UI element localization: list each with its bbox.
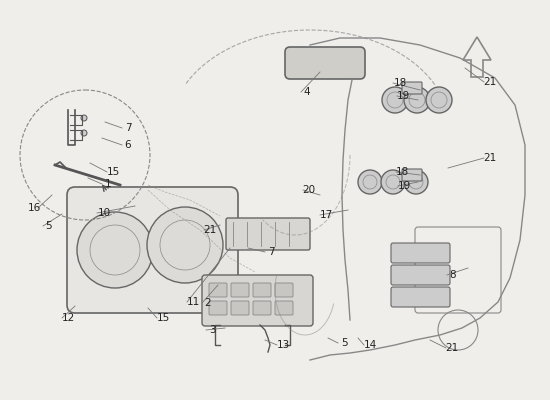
- Text: 18: 18: [395, 167, 409, 177]
- FancyBboxPatch shape: [391, 287, 450, 307]
- FancyBboxPatch shape: [231, 283, 249, 297]
- FancyBboxPatch shape: [391, 243, 450, 263]
- Text: 6: 6: [125, 140, 131, 150]
- Text: 15: 15: [156, 313, 169, 323]
- FancyBboxPatch shape: [402, 169, 422, 181]
- Text: 10: 10: [97, 208, 111, 218]
- Text: 21: 21: [483, 77, 497, 87]
- Text: 21: 21: [204, 225, 217, 235]
- FancyBboxPatch shape: [253, 283, 271, 297]
- FancyBboxPatch shape: [253, 301, 271, 315]
- Text: 17: 17: [320, 210, 333, 220]
- Text: 18: 18: [393, 78, 406, 88]
- Text: 3: 3: [208, 325, 215, 335]
- Text: 21: 21: [446, 343, 459, 353]
- FancyBboxPatch shape: [202, 275, 313, 326]
- Text: 20: 20: [302, 185, 316, 195]
- Text: 12: 12: [62, 313, 75, 323]
- Text: 8: 8: [450, 270, 456, 280]
- FancyBboxPatch shape: [231, 301, 249, 315]
- Text: 7: 7: [125, 123, 131, 133]
- FancyBboxPatch shape: [209, 301, 227, 315]
- Circle shape: [381, 170, 405, 194]
- Text: 5: 5: [340, 338, 347, 348]
- Circle shape: [358, 170, 382, 194]
- Text: 15: 15: [106, 167, 120, 177]
- Text: 2: 2: [205, 298, 211, 308]
- Circle shape: [77, 212, 153, 288]
- Text: 16: 16: [28, 203, 41, 213]
- Circle shape: [147, 207, 223, 283]
- FancyBboxPatch shape: [226, 218, 310, 250]
- Circle shape: [81, 115, 87, 121]
- Circle shape: [404, 170, 428, 194]
- Text: 13: 13: [276, 340, 290, 350]
- Text: 5: 5: [46, 221, 52, 231]
- FancyBboxPatch shape: [285, 47, 365, 79]
- FancyBboxPatch shape: [275, 301, 293, 315]
- Text: 19: 19: [397, 181, 411, 191]
- Text: 7: 7: [268, 247, 274, 257]
- Circle shape: [426, 87, 452, 113]
- FancyBboxPatch shape: [402, 82, 422, 94]
- Text: 1: 1: [104, 179, 111, 189]
- Text: 4: 4: [304, 87, 310, 97]
- Text: 21: 21: [483, 153, 497, 163]
- FancyBboxPatch shape: [275, 283, 293, 297]
- FancyBboxPatch shape: [67, 187, 238, 313]
- Circle shape: [382, 87, 408, 113]
- FancyBboxPatch shape: [391, 265, 450, 285]
- Circle shape: [81, 130, 87, 136]
- Text: 19: 19: [397, 91, 410, 101]
- Circle shape: [404, 87, 430, 113]
- FancyBboxPatch shape: [209, 283, 227, 297]
- Text: 11: 11: [186, 297, 200, 307]
- Text: 14: 14: [364, 340, 377, 350]
